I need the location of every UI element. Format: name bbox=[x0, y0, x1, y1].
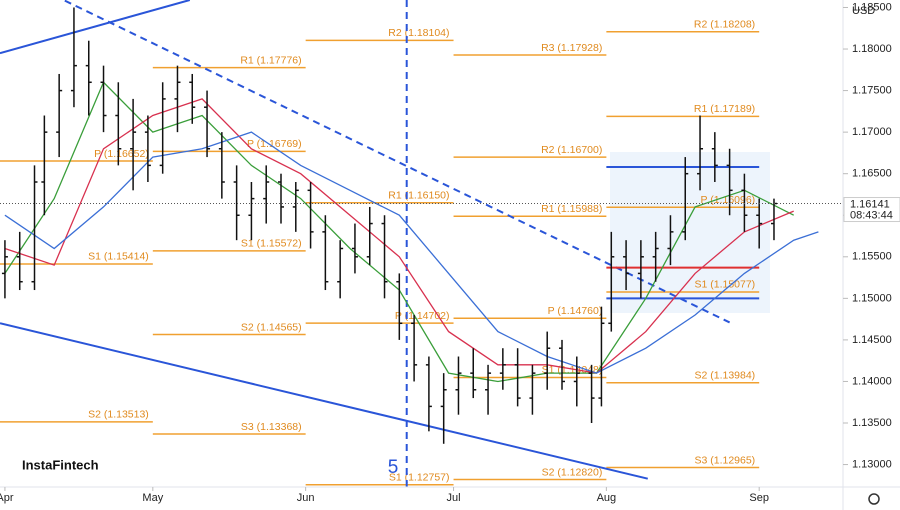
pivot-label: R2 (1.18208) bbox=[694, 19, 755, 31]
pivot-label: R2 (1.16700) bbox=[541, 144, 602, 156]
pivot-label: R1 (1.17776) bbox=[240, 54, 301, 66]
x-tick-label: Jul bbox=[447, 492, 461, 504]
pivot-label: R2 (1.18104) bbox=[388, 27, 449, 39]
plot-area: R1 (1.18853)P (1.16652)S1 (1.15414)S2 (1… bbox=[0, 0, 843, 487]
y-tick-label: 1.14000 bbox=[852, 375, 892, 387]
trendline bbox=[0, 0, 191, 55]
y-tick-label: 1.15000 bbox=[852, 292, 892, 304]
pivot-label: P (1.16652) bbox=[94, 148, 149, 160]
x-tick-label: May bbox=[142, 492, 163, 504]
pivot-label: S1 (1.12757) bbox=[389, 472, 450, 484]
pivot-label: S2 (1.14565) bbox=[241, 321, 302, 333]
pivot-label: R1 (1.17189) bbox=[694, 103, 755, 115]
y-tick-label: 1.13500 bbox=[852, 417, 892, 429]
y-tick-label: 1.17500 bbox=[852, 84, 892, 96]
last-price-label: 1.16141 bbox=[850, 198, 890, 210]
pivot-label: R1 (1.16150) bbox=[388, 190, 449, 202]
pivot-label: S1 (1.15077) bbox=[694, 279, 755, 291]
y-tick-label: 1.18500 bbox=[852, 1, 892, 13]
x-tick-label: Jun bbox=[297, 492, 315, 504]
y-tick-label: 1.16500 bbox=[852, 168, 892, 180]
y-tick-label: 1.17000 bbox=[852, 126, 892, 138]
last-price-box bbox=[843, 197, 900, 223]
y-tick-label: 1.15500 bbox=[852, 251, 892, 263]
currency-label: USD bbox=[852, 5, 875, 17]
pivot-label: P (1.16769) bbox=[247, 138, 302, 150]
watermark: InstaFintech bbox=[22, 457, 99, 472]
y-tick-label: 1.18000 bbox=[852, 43, 892, 55]
pivot-label: S3 (1.12965) bbox=[694, 454, 755, 466]
pivot-label: R1 (1.15988) bbox=[541, 203, 602, 215]
time-label: 08:43:44 bbox=[850, 209, 893, 221]
trendline bbox=[0, 322, 649, 480]
pivot-label: S3 (1.13368) bbox=[241, 421, 302, 433]
x-tick-label: Aug bbox=[597, 492, 617, 504]
pivot-label: S1 (1.15572) bbox=[241, 238, 302, 250]
pivot-label: S2 (1.12820) bbox=[542, 466, 603, 478]
wave-label: 5 bbox=[388, 457, 399, 478]
moving-average bbox=[4, 131, 819, 374]
pivot-label: S2 (1.13984) bbox=[694, 370, 755, 382]
y-tick-label: 1.13000 bbox=[852, 458, 892, 470]
pivot-label: S1 (1.15414) bbox=[88, 251, 149, 263]
x-tick-label: Apr bbox=[0, 492, 14, 504]
settings-icon[interactable] bbox=[868, 493, 880, 505]
x-tick-label: Sep bbox=[749, 492, 769, 504]
pivot-label: S2 (1.13513) bbox=[88, 409, 149, 421]
moving-average bbox=[4, 98, 794, 374]
pivot-label: P (1.14760) bbox=[548, 305, 603, 317]
y-tick-label: 1.14500 bbox=[852, 334, 892, 346]
trendline bbox=[61, 0, 731, 324]
pivot-label: R3 (1.17928) bbox=[541, 42, 602, 54]
